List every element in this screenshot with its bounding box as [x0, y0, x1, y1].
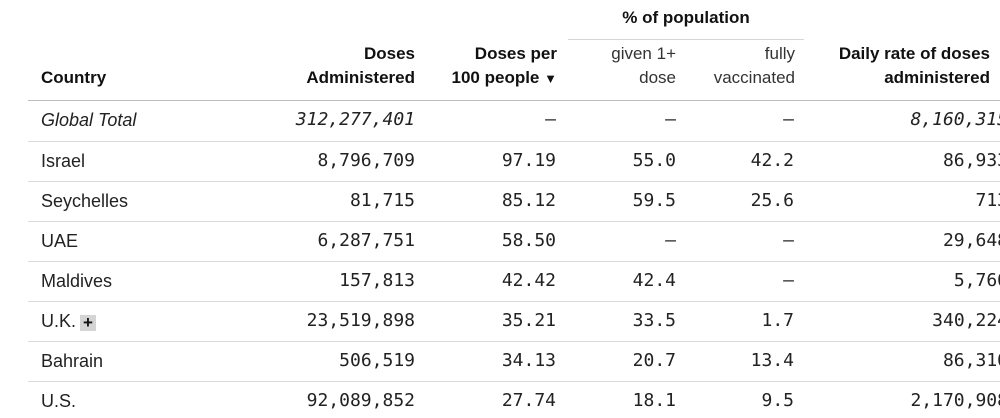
row-given: 42.4: [632, 270, 676, 291]
row-per100: 42.42: [501, 270, 556, 291]
row-country: Bahrain: [41, 351, 104, 371]
header-fully-line1: fully: [764, 44, 795, 63]
row-fully: –: [783, 109, 794, 130]
row-country: U.K.: [41, 311, 77, 331]
row-country: U.S.: [41, 391, 77, 411]
header-country[interactable]: Country: [41, 68, 107, 87]
header-fully-vaccinated[interactable]: fully vaccinated: [688, 42, 795, 90]
row-daily: 86,310: [942, 350, 1000, 371]
row-given: –: [665, 109, 676, 130]
row-country: Seychelles: [41, 191, 129, 211]
row-fully: –: [783, 230, 794, 251]
row-fully: 25.6: [750, 190, 794, 211]
row-given: 33.5: [632, 310, 676, 331]
row-daily: 2,170,908: [910, 390, 1000, 411]
header-doses-administered[interactable]: Doses Administered: [228, 42, 415, 90]
table-row-global-total: Global Total 312,277,401 – – – 8,160,315: [28, 100, 1000, 141]
row-fully: 1.7: [761, 310, 794, 331]
row-doses: 6,287,751: [317, 230, 415, 251]
header-given-1-dose[interactable]: given 1+ dose: [576, 42, 676, 90]
sort-desc-icon: ▼: [544, 71, 557, 86]
row-daily: 86,933: [942, 150, 1000, 171]
row-country: UAE: [41, 231, 79, 251]
header-given-line2: dose: [639, 68, 676, 87]
row-given: –: [665, 230, 676, 251]
header-daily-line2: administered: [884, 68, 990, 87]
row-country: Maldives: [41, 271, 113, 291]
row-per100: 85.12: [501, 190, 556, 211]
row-per100: 35.21: [501, 310, 556, 331]
row-doses: 312,277,401: [295, 109, 415, 130]
row-daily: 8,160,315: [910, 109, 1000, 130]
row-per100: 58.50: [501, 230, 556, 251]
row-daily: 340,224: [932, 310, 1000, 331]
row-given: 59.5: [632, 190, 676, 211]
table-row: Maldives 157,813 42.42 42.4 – 5,760: [28, 261, 1000, 302]
header-daily-rate[interactable]: Daily rate of doses administered: [800, 42, 990, 90]
row-per100: –: [545, 109, 556, 130]
row-doses: 506,519: [339, 350, 415, 371]
header-percent-of-population: % of population: [622, 8, 750, 27]
row-doses: 81,715: [349, 190, 415, 211]
row-country: Global Total: [41, 110, 137, 130]
row-given: 18.1: [632, 390, 676, 411]
row-country-uk: U.K. +: [41, 302, 97, 342]
row-doses: 8,796,709: [317, 150, 415, 171]
table-row: Seychelles 81,715 85.12 59.5 25.6 713: [28, 181, 1000, 222]
row-daily: 5,760: [953, 270, 1000, 291]
header-per100-line2: 100 people: [451, 68, 540, 87]
row-given: 55.0: [632, 150, 676, 171]
header-fully-line2: vaccinated: [713, 68, 795, 87]
table-row: Bahrain 506,519 34.13 20.7 13.4 86,310: [28, 341, 1000, 382]
header-given-line1: given 1+: [611, 44, 676, 63]
row-doses: 157,813: [339, 270, 415, 291]
header-daily-line1: Daily rate of doses: [838, 44, 990, 63]
header-doses-per-100[interactable]: Doses per 100 people ▼: [420, 42, 557, 91]
row-daily: 29,648: [942, 230, 1000, 251]
row-country: Israel: [41, 151, 86, 171]
row-per100: 27.74: [501, 390, 556, 411]
row-given: 20.7: [632, 350, 676, 371]
row-per100: 97.19: [501, 150, 556, 171]
row-fully: –: [783, 270, 794, 291]
row-doses: 23,519,898: [306, 310, 415, 331]
row-daily: 713: [975, 190, 1000, 211]
table-row: U.S. 92,089,852 27.74 18.1 9.5 2,170,908: [28, 381, 1000, 418]
row-fully: 42.2: [750, 150, 794, 171]
row-doses: 92,089,852: [306, 390, 415, 411]
header-per100-line1: Doses per: [474, 44, 557, 63]
table-row: Israel 8,796,709 97.19 55.0 42.2 86,933: [28, 141, 1000, 182]
expand-plus-icon[interactable]: +: [80, 314, 97, 331]
group-divider: [568, 39, 804, 40]
header-doses-line2: Administered: [306, 68, 415, 87]
row-fully: 9.5: [761, 390, 794, 411]
row-per100: 34.13: [501, 350, 556, 371]
row-fully: 13.4: [750, 350, 794, 371]
header-doses-line1: Doses: [363, 44, 415, 63]
table-row: U.K.+ 23,519,898 35.21 33.5 1.7 340,224: [28, 301, 1000, 342]
table-row: UAE 6,287,751 58.50 – – 29,648: [28, 221, 1000, 262]
